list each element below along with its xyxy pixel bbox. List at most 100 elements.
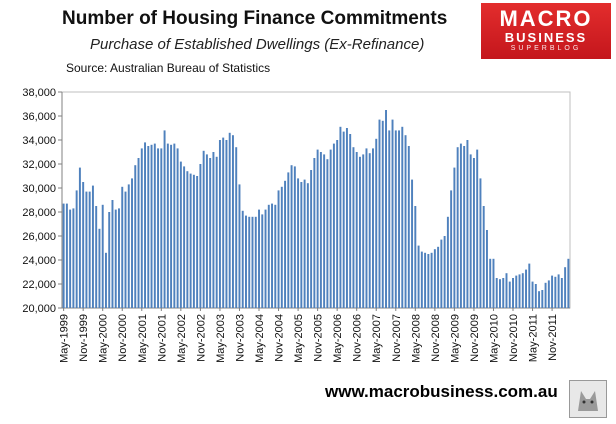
bar (95, 206, 98, 308)
bar (274, 204, 277, 308)
wolf-emblem-icon (569, 380, 607, 418)
y-tick-label: 22,000 (22, 279, 56, 291)
x-tick-label: May-2006 (332, 314, 344, 363)
bar (515, 275, 518, 308)
bar (372, 148, 374, 308)
bar (472, 158, 475, 308)
macrobusiness-logo[interactable]: MACRO BUSINESS SUPERBLOG (481, 3, 611, 59)
x-tick-label: May-1999 (59, 314, 71, 363)
y-tick-label: 36,000 (22, 111, 56, 123)
bar (388, 130, 391, 308)
y-tick-label: 28,000 (22, 207, 56, 219)
bar (365, 148, 368, 308)
y-tick-label: 38,000 (22, 87, 56, 99)
bar (323, 154, 326, 308)
bar (485, 230, 488, 308)
bar (228, 132, 231, 308)
bar (420, 251, 423, 308)
bar (417, 245, 420, 308)
bar (443, 236, 446, 308)
bar (251, 216, 254, 308)
bar (160, 148, 163, 308)
bar (88, 191, 91, 308)
bar (271, 203, 274, 308)
bar (440, 239, 443, 308)
y-tick-label: 32,000 (22, 159, 56, 171)
x-tick-label: Nov-2005 (313, 314, 325, 362)
bar (459, 143, 462, 308)
bar (456, 147, 459, 308)
bar (508, 281, 511, 308)
logo-line-2: BUSINESS (504, 30, 588, 45)
bar (450, 190, 453, 308)
x-tick-label: Nov-2000 (117, 314, 129, 362)
plot-frame (61, 91, 571, 309)
bar (231, 135, 234, 308)
bar (114, 209, 117, 308)
bar (212, 152, 215, 308)
bar (303, 179, 306, 308)
bar (134, 165, 137, 308)
x-tick-label: Nov-2008 (430, 314, 442, 362)
bar (287, 172, 290, 308)
bar (277, 190, 280, 308)
bar (355, 152, 358, 308)
website-link[interactable]: www.macrobusiness.com.au (325, 382, 558, 401)
bar (140, 148, 143, 308)
bar (261, 214, 264, 308)
bar (463, 146, 466, 308)
bar (567, 258, 570, 308)
bar (453, 167, 456, 308)
bar (554, 276, 557, 308)
x-axis: May-1999 Nov-1999 May-2000 Nov-2000 May-2001… (59, 307, 570, 363)
bar (378, 119, 381, 308)
bar (124, 191, 127, 308)
bar (264, 209, 267, 308)
bar (199, 164, 202, 308)
x-tick-label: Nov-2003 (234, 314, 246, 362)
bar (466, 140, 469, 308)
bar (121, 186, 124, 308)
x-tick-label: Nov-2004 (274, 314, 286, 362)
x-tick-label: May-2007 (371, 314, 383, 363)
bar (531, 281, 534, 308)
bar (424, 252, 427, 308)
x-tick-label: May-2010 (488, 314, 500, 363)
bar (85, 191, 88, 308)
bar (433, 249, 436, 308)
bar (512, 278, 514, 308)
bar (505, 273, 508, 308)
bar (528, 263, 531, 308)
bar (82, 182, 85, 308)
bar (248, 216, 251, 308)
bar (332, 143, 335, 308)
bar (157, 148, 160, 308)
x-tick-label: May-2002 (176, 314, 188, 363)
x-tick-label: Nov-2010 (508, 314, 520, 362)
bar (163, 130, 166, 308)
x-tick-label: Nov-1999 (78, 314, 90, 362)
bar (144, 142, 147, 308)
bar (202, 150, 205, 308)
x-tick-label: May-2003 (215, 314, 227, 363)
bar (153, 143, 156, 308)
bar (437, 246, 440, 308)
bar (541, 290, 544, 308)
chart-title: Number of Housing Finance Commitments (62, 8, 448, 29)
bar (521, 273, 524, 308)
x-tick-label: Nov-2007 (391, 314, 403, 362)
bar (469, 154, 472, 308)
bar (476, 149, 479, 308)
bar (319, 152, 322, 308)
bar (91, 185, 94, 308)
bar (401, 126, 404, 308)
bar (222, 137, 225, 308)
bar (310, 170, 313, 308)
y-tick-label: 34,000 (22, 135, 56, 147)
chart-subtitle: Purchase of Established Dwellings (Ex-Re… (90, 36, 425, 53)
bar (176, 148, 179, 308)
bar (492, 258, 495, 308)
bar (411, 179, 414, 308)
bar (118, 208, 120, 308)
